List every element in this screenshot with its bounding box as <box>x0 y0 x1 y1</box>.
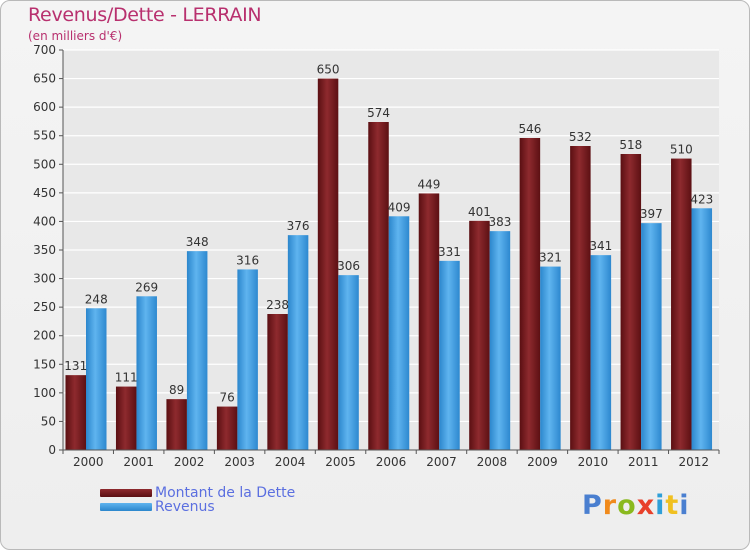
bar-debt <box>570 146 591 450</box>
proxiti-logo: Proxiti <box>582 490 690 521</box>
data-label: 423 <box>690 192 713 206</box>
legend-label-debt: Montant de la Dette <box>155 485 296 501</box>
x-tick-label: 2006 <box>376 455 407 469</box>
x-tick-label: 2004 <box>275 455 306 469</box>
bar-revenue <box>388 216 410 450</box>
data-label: 518 <box>619 138 642 152</box>
y-tick-label: 300 <box>33 272 56 286</box>
y-tick-label: 600 <box>33 100 56 114</box>
data-label: 376 <box>287 219 310 233</box>
y-tick-label: 400 <box>33 214 56 228</box>
data-label: 650 <box>317 63 340 77</box>
x-tick-label: 2012 <box>678 455 709 469</box>
bar-revenue <box>489 231 511 450</box>
bar-debt <box>267 314 288 450</box>
legend-item-debt: Montant de la Dette <box>100 485 400 501</box>
bar-revenue <box>590 255 612 450</box>
legend-label-revenue: Revenus <box>155 499 215 515</box>
data-label: 383 <box>488 215 511 229</box>
bar-debt <box>368 122 389 450</box>
chart-subtitle: (en milliers d'€) <box>28 29 123 43</box>
x-tick-label: 2007 <box>426 455 457 469</box>
data-labels: 131 248 111 269 89 348 76 316 238 376 650 306 574 409… <box>64 63 713 405</box>
data-label: 76 <box>219 391 234 405</box>
legend-swatch-debt <box>100 489 152 497</box>
bar-debt <box>216 406 238 450</box>
bar-debt <box>166 399 187 450</box>
x-tick-label: 2002 <box>174 455 205 469</box>
bar-revenue <box>136 296 157 450</box>
bar-revenue <box>540 266 561 450</box>
x-tick-label: 2001 <box>123 455 154 469</box>
bar-debt <box>671 158 692 451</box>
y-tick-label: 0 <box>48 443 56 457</box>
x-tick-label: 2008 <box>477 455 508 469</box>
chart-title: Revenus/Dette - LERRAIN <box>28 4 262 26</box>
x-tick-label: 2000 <box>73 455 104 469</box>
data-label: 532 <box>569 130 592 144</box>
data-label: 131 <box>64 359 87 373</box>
bar-debt <box>469 220 490 450</box>
x-tick-label: 2010 <box>578 455 609 469</box>
bar-revenue <box>439 260 460 450</box>
data-label: 397 <box>640 207 663 221</box>
bar-revenue <box>237 269 258 450</box>
data-label: 306 <box>337 259 360 273</box>
y-axis: 0 50 100 150 200 250 300 350 400 450 500 550 600 650 7… <box>33 43 64 457</box>
y-tick-label: 700 <box>33 43 56 57</box>
data-label: 321 <box>539 251 562 265</box>
y-tick-label: 50 <box>41 414 56 428</box>
data-label: 409 <box>388 200 411 214</box>
y-tick-label: 250 <box>33 300 56 314</box>
x-tick-label: 2005 <box>325 455 356 469</box>
data-label: 89 <box>169 383 184 397</box>
x-tick-label: 2003 <box>224 455 255 469</box>
data-label: 269 <box>135 280 158 294</box>
y-tick-label: 500 <box>33 157 56 171</box>
bar-debt <box>317 78 339 451</box>
y-tick-label: 650 <box>33 72 56 86</box>
data-label: 316 <box>236 253 259 267</box>
data-label: 348 <box>186 235 209 249</box>
data-label: 574 <box>367 106 390 120</box>
bar-debt <box>620 154 642 450</box>
legend-swatch-revenue <box>100 503 152 511</box>
x-axis: 2000 2001 2002 2003 2004 2005 2006 2007 2008 2009… <box>62 449 720 469</box>
bar-revenue <box>186 251 208 450</box>
data-label: 401 <box>468 205 491 219</box>
y-tick-label: 150 <box>33 357 56 371</box>
x-tick-label: 2009 <box>527 455 558 469</box>
x-tick-label: 2011 <box>628 455 659 469</box>
bar-revenue <box>641 223 662 450</box>
y-tick-label: 550 <box>33 129 56 143</box>
y-tick-label: 350 <box>33 243 56 257</box>
bar-revenue <box>338 275 359 450</box>
data-label: 341 <box>589 239 612 253</box>
bars <box>65 78 713 451</box>
legend-item-revenue: Revenus <box>100 499 400 515</box>
bar-revenue <box>86 308 107 450</box>
bar-debt <box>418 193 440 450</box>
data-label: 546 <box>518 122 541 136</box>
data-label: 331 <box>438 245 461 259</box>
bar-revenue <box>287 235 309 450</box>
bar-debt <box>115 386 137 450</box>
y-tick-label: 100 <box>33 386 56 400</box>
data-label: 449 <box>418 177 441 191</box>
y-tick-label: 450 <box>33 186 56 200</box>
data-label: 111 <box>115 371 138 385</box>
y-tick-label: 200 <box>33 329 56 343</box>
bar-revenue <box>691 208 713 450</box>
bar-debt <box>65 375 86 450</box>
data-label: 248 <box>85 292 108 306</box>
data-label: 510 <box>670 143 693 157</box>
data-label: 238 <box>266 298 289 312</box>
bar-debt <box>519 138 541 450</box>
